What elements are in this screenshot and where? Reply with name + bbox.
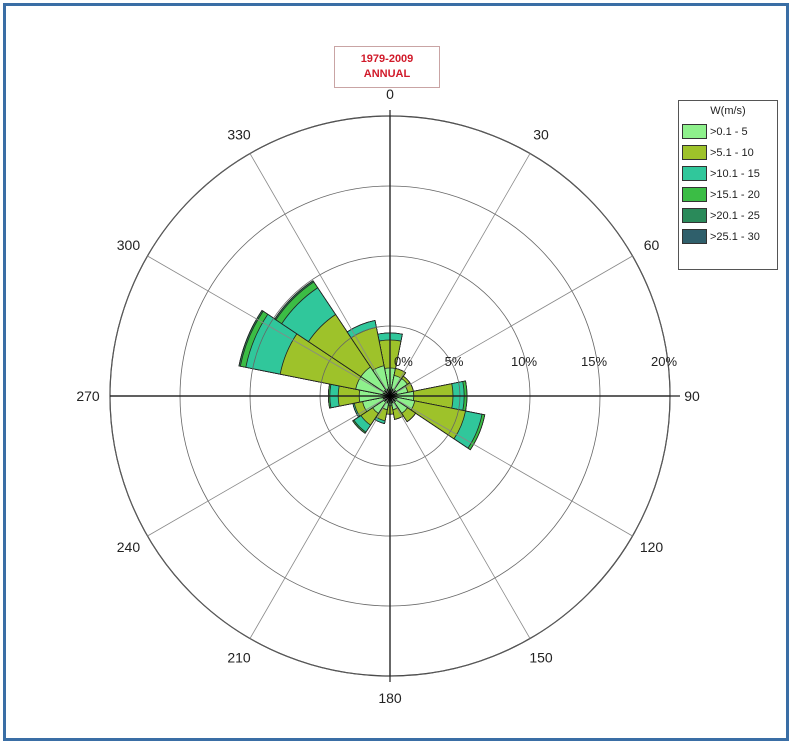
spoke-30: [389, 153, 531, 397]
center-tick-22.5: [389, 388, 394, 397]
legend-swatch: [682, 229, 707, 244]
center-tick-292.5: [382, 392, 391, 397]
legend-label: >20.1 - 25: [710, 209, 760, 222]
legend-label: >10.1 - 15: [710, 167, 760, 180]
center-tick-45: [389, 389, 397, 397]
ring-label-10-percent: 10%: [511, 354, 537, 369]
legend: W(m/s) >0.1 - 5 >5.1 - 10 >10.1 - 15 >15.1 …: [678, 100, 778, 270]
chart-title-line1: 1979-2009: [360, 53, 414, 65]
spoke-60: [389, 255, 633, 397]
direction-label-150: 150: [529, 650, 553, 666]
center-tick-135: [389, 395, 397, 403]
center-tick-315: [383, 389, 391, 397]
legend-swatch: [682, 187, 707, 202]
direction-label-30: 30: [533, 126, 549, 142]
direction-label-210: 210: [227, 650, 251, 666]
center-tick-337.5: [386, 388, 391, 397]
legend-item: >5.1 - 10: [679, 142, 777, 163]
spoke-150: [389, 395, 531, 639]
ring-label-0-percent: 0%: [394, 354, 413, 369]
spoke-240: [147, 395, 391, 537]
ring-label-15-percent: 15%: [581, 354, 607, 369]
legend-label: >25.1 - 30: [710, 230, 760, 243]
center-tick-225: [383, 395, 391, 403]
chart-title-line2: ANNUAL: [363, 68, 411, 80]
direction-label-270: 270: [76, 388, 100, 404]
legend-item: >15.1 - 20: [679, 184, 777, 205]
legend-item: >25.1 - 30: [679, 226, 777, 247]
direction-label-300: 300: [117, 237, 141, 253]
legend-swatch: [682, 208, 707, 223]
chart-title-box: 1979-2009 ANNUAL: [334, 46, 440, 88]
center-tick-112.5: [389, 395, 398, 400]
direction-label-330: 330: [227, 126, 251, 142]
legend-label: >15.1 - 20: [710, 188, 760, 201]
spoke-330: [249, 153, 391, 397]
ring-label-20-percent: 20%: [651, 354, 677, 369]
legend-label: >5.1 - 10: [710, 146, 754, 159]
spoke-300: [147, 255, 391, 397]
direction-label-240: 240: [117, 539, 141, 555]
direction-label-120: 120: [640, 539, 664, 555]
legend-swatch: [682, 124, 707, 139]
spoke-210: [249, 395, 391, 639]
legend-items: >0.1 - 5 >5.1 - 10 >10.1 - 15 >15.1 - 20 >20…: [679, 121, 777, 247]
center-tick-157.5: [389, 395, 394, 404]
legend-label: >0.1 - 5: [710, 125, 748, 138]
ring-label-5-percent: 5%: [445, 354, 464, 369]
center-tick-67.5: [389, 392, 398, 397]
legend-swatch: [682, 166, 707, 181]
direction-label-60: 60: [644, 237, 660, 253]
center-tick-247.5: [382, 395, 391, 400]
direction-label-0: 0: [386, 86, 394, 102]
legend-swatch: [682, 145, 707, 160]
legend-item: >10.1 - 15: [679, 163, 777, 184]
center-tick-202.5: [386, 395, 391, 404]
legend-title: W(m/s): [710, 105, 746, 117]
legend-item: >0.1 - 5: [679, 121, 777, 142]
spoke-120: [389, 395, 633, 537]
legend-item: >20.1 - 25: [679, 205, 777, 226]
direction-label-180: 180: [378, 690, 402, 706]
direction-label-90: 90: [684, 388, 700, 404]
